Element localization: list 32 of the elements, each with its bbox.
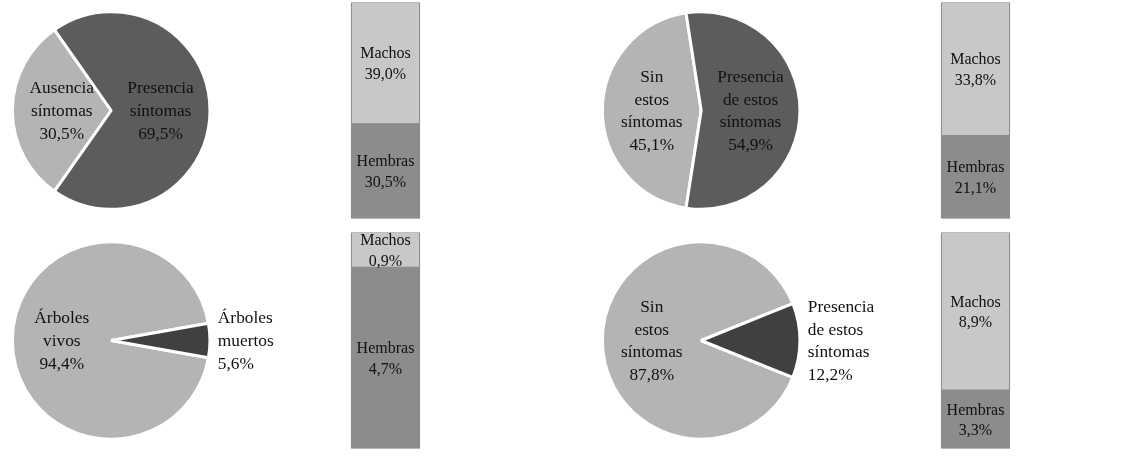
data-label: 0,9% (368, 251, 403, 269)
data-label: 54,9% (728, 135, 773, 155)
data-label: 45,1% (629, 135, 675, 155)
slice-label: Sin estos síntomas (620, 66, 683, 132)
data-label: 94,4% (39, 353, 85, 373)
data-label: 21,1% (954, 178, 997, 196)
series-label: Machos (950, 292, 1001, 310)
slice-label: Ausencia síntomas (29, 78, 95, 120)
slice-label: Árboles vivos (34, 308, 90, 350)
slice-label: Árboles muertos (217, 308, 274, 350)
data-label: 4,7% (368, 359, 403, 377)
series-label: Machos (360, 231, 411, 249)
data-label: 5,6% (217, 353, 254, 373)
data-label: 30,5% (364, 172, 407, 190)
series-label: Hembras (946, 400, 1005, 418)
series-label: Machos (950, 50, 1001, 68)
series-label: Hembras (946, 158, 1005, 176)
slice-label: Presencia de estos síntomas (807, 296, 875, 362)
data-label: 33,8% (954, 70, 997, 88)
data-label: 30,5% (39, 123, 85, 143)
slice-label: Presencia síntomas (127, 78, 195, 120)
slice-label: Sin estos síntomas (620, 296, 683, 362)
data-label: 39,0% (364, 64, 407, 82)
slice-label: Presencia de estos síntomas (717, 66, 785, 132)
series-label: Hembras (356, 152, 415, 170)
data-label: 12,2% (807, 365, 853, 385)
data-label: 3,3% (958, 420, 993, 438)
data-label: 69,5% (138, 123, 183, 143)
data-label: 87,8% (629, 365, 675, 385)
data-label: 8,9% (958, 312, 993, 330)
series-label: Hembras (356, 339, 415, 357)
series-label: Machos (360, 44, 411, 62)
